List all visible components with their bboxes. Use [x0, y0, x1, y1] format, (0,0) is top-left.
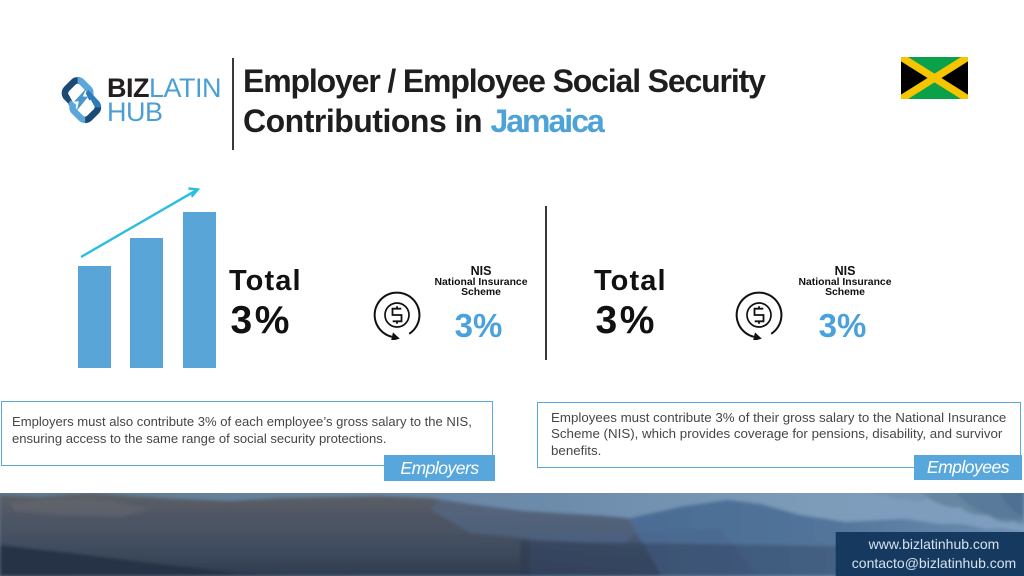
svg-text:www.bizlatinhub.com: www.bizlatinhub.com: [868, 536, 1000, 552]
svg-text:contacto@bizlatinhub.com: contacto@bizlatinhub.com: [852, 555, 1016, 571]
